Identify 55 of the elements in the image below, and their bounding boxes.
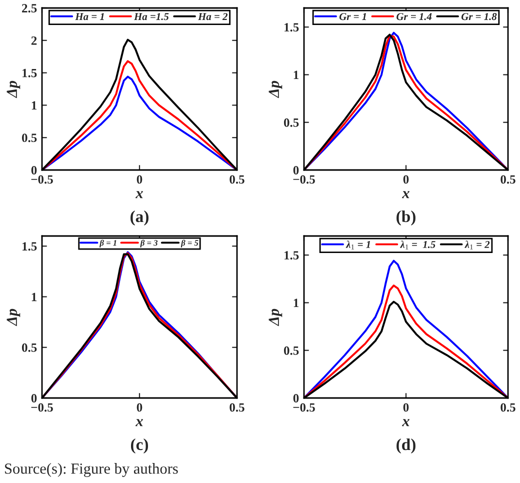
text: (d) bbox=[396, 438, 416, 454]
text: (b) bbox=[396, 210, 416, 226]
x-tick-label: 0 bbox=[136, 403, 142, 412]
y-axis-title: Δp bbox=[6, 80, 20, 98]
x-tick-label: 0.5 bbox=[230, 403, 244, 412]
y-tick-label: 1 bbox=[294, 70, 298, 80]
legend-label: Gr = 1.4 bbox=[396, 13, 432, 20]
x-tick-label: 0 bbox=[136, 175, 142, 184]
legend-label: Ha =1.5 bbox=[134, 13, 169, 20]
y-tick-label: 2 bbox=[31, 36, 37, 45]
y-tick-label: 0.5 bbox=[22, 343, 37, 352]
legend-label: Gr = 1 bbox=[339, 13, 366, 20]
text: (a) bbox=[130, 210, 148, 226]
legend-label: Gr = 1.8 bbox=[461, 13, 497, 20]
x-axis-title: x bbox=[402, 191, 410, 198]
x-axis-title: x bbox=[135, 419, 143, 426]
x-axis-title: x bbox=[135, 191, 143, 198]
x-tick-label: 0 bbox=[403, 403, 409, 412]
text: (c) bbox=[130, 438, 148, 454]
y-tick-label: 1.5 bbox=[284, 251, 299, 260]
x-tick-label: −0.5 bbox=[293, 403, 315, 412]
y-tick-label: 1 bbox=[294, 298, 298, 308]
y-tick-label: 1.5 bbox=[22, 242, 37, 251]
legend-label: β = 5 bbox=[180, 240, 198, 248]
y-axis-title: Δp bbox=[268, 308, 282, 326]
x-tick-label: 0 bbox=[403, 175, 409, 184]
y-axis-title: Δp bbox=[6, 308, 20, 326]
y-tick-label: 0 bbox=[31, 166, 37, 174]
x-tick-label: −0.5 bbox=[31, 175, 53, 184]
y-tick-label: 0 bbox=[293, 394, 299, 402]
x-axis-title: x bbox=[402, 419, 410, 426]
y-tick-label: 0.5 bbox=[22, 134, 37, 142]
y-tick-label: 0 bbox=[31, 394, 37, 402]
legend-label: β = 1 bbox=[99, 240, 116, 248]
y-tick-label: 0 bbox=[293, 166, 299, 174]
legend-label: λ$_{1}$ = 1 bbox=[346, 240, 370, 250]
legend-label: λ$_{1}$ = 1.5 bbox=[400, 240, 436, 250]
y-tick-label: 1 bbox=[32, 101, 36, 110]
x-tick-label: 0.5 bbox=[230, 175, 244, 184]
x-tick-label: 0.5 bbox=[500, 175, 516, 184]
x-tick-label: −0.5 bbox=[31, 403, 53, 412]
y-tick-label: 0.5 bbox=[284, 346, 299, 355]
y-tick-label: 2.5 bbox=[22, 4, 37, 13]
y-tick-label: 1 bbox=[32, 292, 36, 302]
y-tick-label: 1.5 bbox=[22, 68, 37, 78]
y-tick-label: 1.5 bbox=[284, 23, 299, 32]
x-tick-label: −0.5 bbox=[293, 175, 315, 184]
series-label: β = 3 bbox=[140, 240, 158, 248]
y-tick-label: 0.5 bbox=[284, 118, 299, 127]
legend-label: λ$_{1}$ = 2 bbox=[464, 240, 490, 250]
legend-label: Ha = 1 bbox=[75, 13, 104, 20]
x-tick-label: 0.5 bbox=[500, 403, 516, 412]
source-note: Source(s): Figure by authors bbox=[5, 463, 178, 477]
legend-label: Ha = 2 bbox=[198, 13, 228, 20]
y-axis-title: Δp bbox=[268, 80, 282, 98]
